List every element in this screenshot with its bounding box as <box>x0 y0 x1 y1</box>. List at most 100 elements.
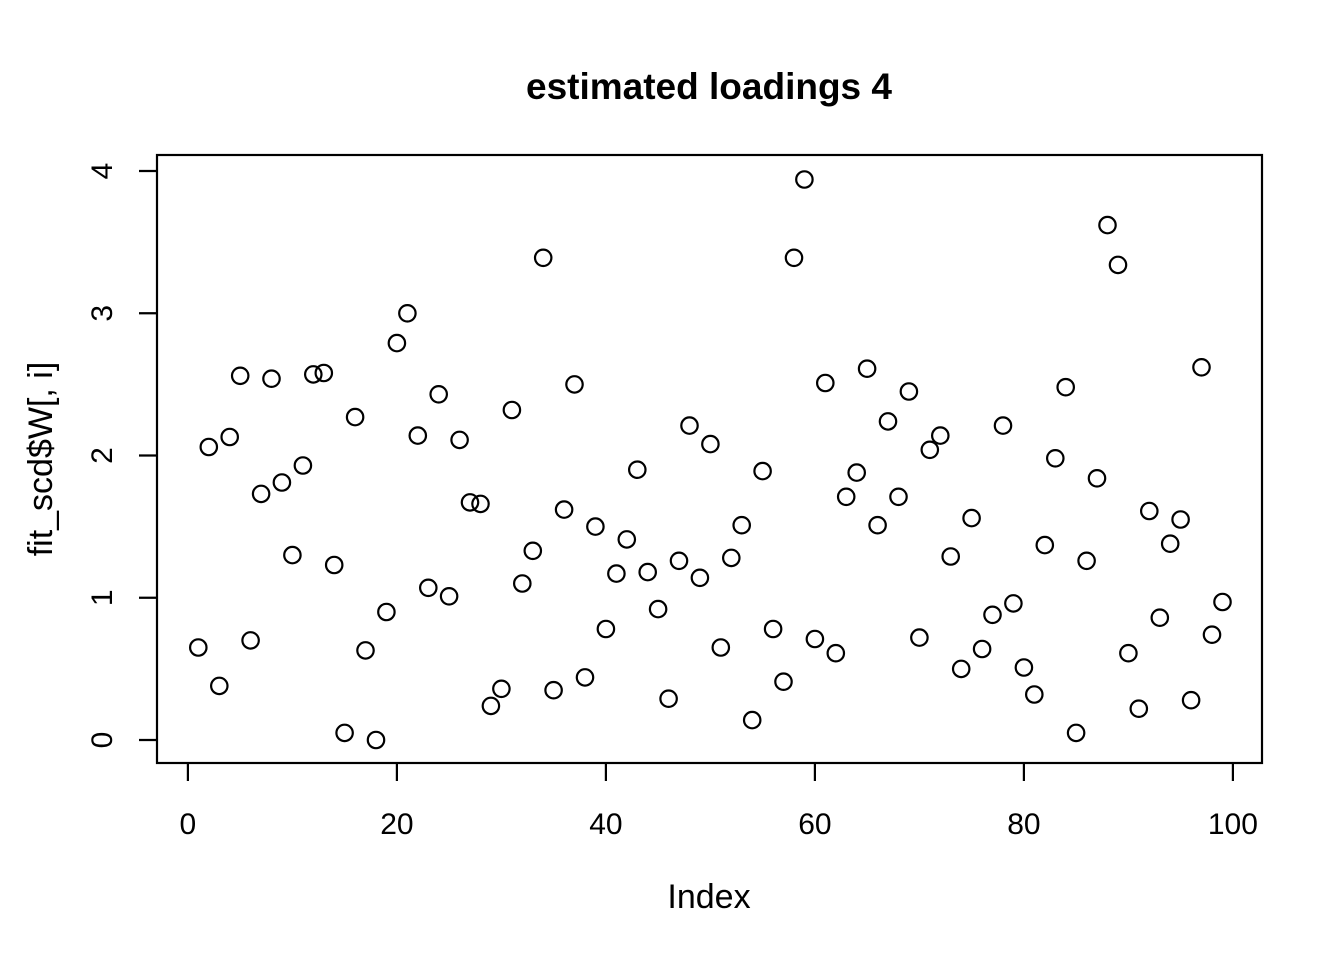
data-point <box>1025 685 1044 704</box>
data-point <box>868 515 887 535</box>
data-point <box>262 369 281 388</box>
data-point <box>283 545 302 565</box>
data-point <box>669 551 689 571</box>
data-point <box>1202 625 1222 644</box>
data-point <box>1192 357 1211 377</box>
data-point <box>293 456 313 475</box>
data-points <box>189 170 1232 750</box>
data-point <box>210 676 229 696</box>
x-tick-label: 20 <box>380 808 413 841</box>
data-point <box>815 373 835 393</box>
data-point <box>763 619 783 639</box>
data-point <box>272 473 292 492</box>
data-point <box>1014 658 1034 677</box>
data-point <box>199 437 219 457</box>
data-point <box>1066 723 1086 743</box>
data-point <box>418 578 438 598</box>
data-point <box>1087 468 1107 488</box>
y-tick-label: 2 <box>86 447 119 464</box>
plot-box <box>155 153 1264 765</box>
y-tick-label: 4 <box>86 163 119 180</box>
data-point <box>1119 643 1138 663</box>
y-tick-label: 0 <box>86 732 119 749</box>
data-point <box>324 555 344 575</box>
data-point <box>962 508 981 528</box>
data-point <box>303 365 323 384</box>
data-point <box>586 517 605 536</box>
data-point <box>1160 534 1180 553</box>
data-point <box>930 426 950 445</box>
y-tick-label: 1 <box>86 589 119 606</box>
data-point <box>366 730 386 750</box>
data-point <box>753 461 772 481</box>
y-axis-label: fit_scd$W[, i] <box>22 362 60 557</box>
data-point <box>690 568 710 588</box>
data-point <box>230 366 250 386</box>
data-point <box>1181 690 1201 710</box>
x-tick-label: 100 <box>1208 808 1258 841</box>
data-point <box>742 710 762 730</box>
data-point <box>523 541 543 561</box>
data-point <box>732 515 751 535</box>
data-point <box>575 668 595 687</box>
data-point <box>826 643 846 663</box>
data-point <box>387 333 407 353</box>
data-point <box>983 605 1002 625</box>
x-tick-label: 40 <box>589 808 622 841</box>
data-point <box>1171 510 1190 529</box>
data-point <box>314 363 334 383</box>
data-point <box>596 619 616 639</box>
data-point <box>659 689 678 708</box>
x-axis-ticks: 0 20 40 60 80 100 <box>180 763 1258 841</box>
data-point <box>471 494 490 514</box>
data-point <box>377 602 396 622</box>
data-point <box>920 440 940 460</box>
data-point <box>565 375 584 394</box>
data-point <box>335 723 354 743</box>
data-point <box>680 416 699 435</box>
data-point <box>460 493 480 512</box>
data-point <box>533 248 553 268</box>
data-point <box>711 638 731 657</box>
data-point <box>648 599 668 619</box>
data-point <box>836 487 856 507</box>
data-point <box>1046 448 1065 468</box>
data-point <box>627 460 647 479</box>
x-tick-label: 0 <box>180 808 197 841</box>
data-point <box>1108 255 1128 275</box>
data-point <box>554 500 574 519</box>
data-point <box>638 562 657 582</box>
data-point <box>512 574 532 593</box>
data-point <box>241 631 260 650</box>
data-point <box>1150 608 1170 627</box>
data-point <box>481 696 501 716</box>
data-point <box>1077 551 1096 571</box>
data-point <box>1213 592 1232 612</box>
data-point <box>805 629 825 649</box>
data-point <box>889 487 908 507</box>
data-point <box>972 639 992 659</box>
data-point <box>847 463 866 482</box>
data-point <box>345 407 365 427</box>
data-point <box>951 659 971 679</box>
data-point <box>721 548 741 568</box>
data-point <box>784 248 804 268</box>
data-point <box>1098 215 1117 235</box>
data-point <box>1056 377 1075 397</box>
data-point <box>544 680 563 700</box>
data-point <box>941 547 960 566</box>
x-axis-label: Index <box>667 878 750 916</box>
x-tick-label: 80 <box>1007 808 1040 841</box>
data-point <box>607 564 626 583</box>
data-point <box>1140 501 1159 521</box>
data-point <box>795 170 814 189</box>
y-tick-label: 3 <box>86 305 119 322</box>
data-point <box>492 679 511 699</box>
chart-title: estimated loadings 4 <box>526 66 892 107</box>
data-point <box>189 638 208 657</box>
data-point <box>857 359 877 378</box>
data-point <box>450 430 469 450</box>
data-point <box>251 484 271 504</box>
data-point <box>429 384 448 404</box>
